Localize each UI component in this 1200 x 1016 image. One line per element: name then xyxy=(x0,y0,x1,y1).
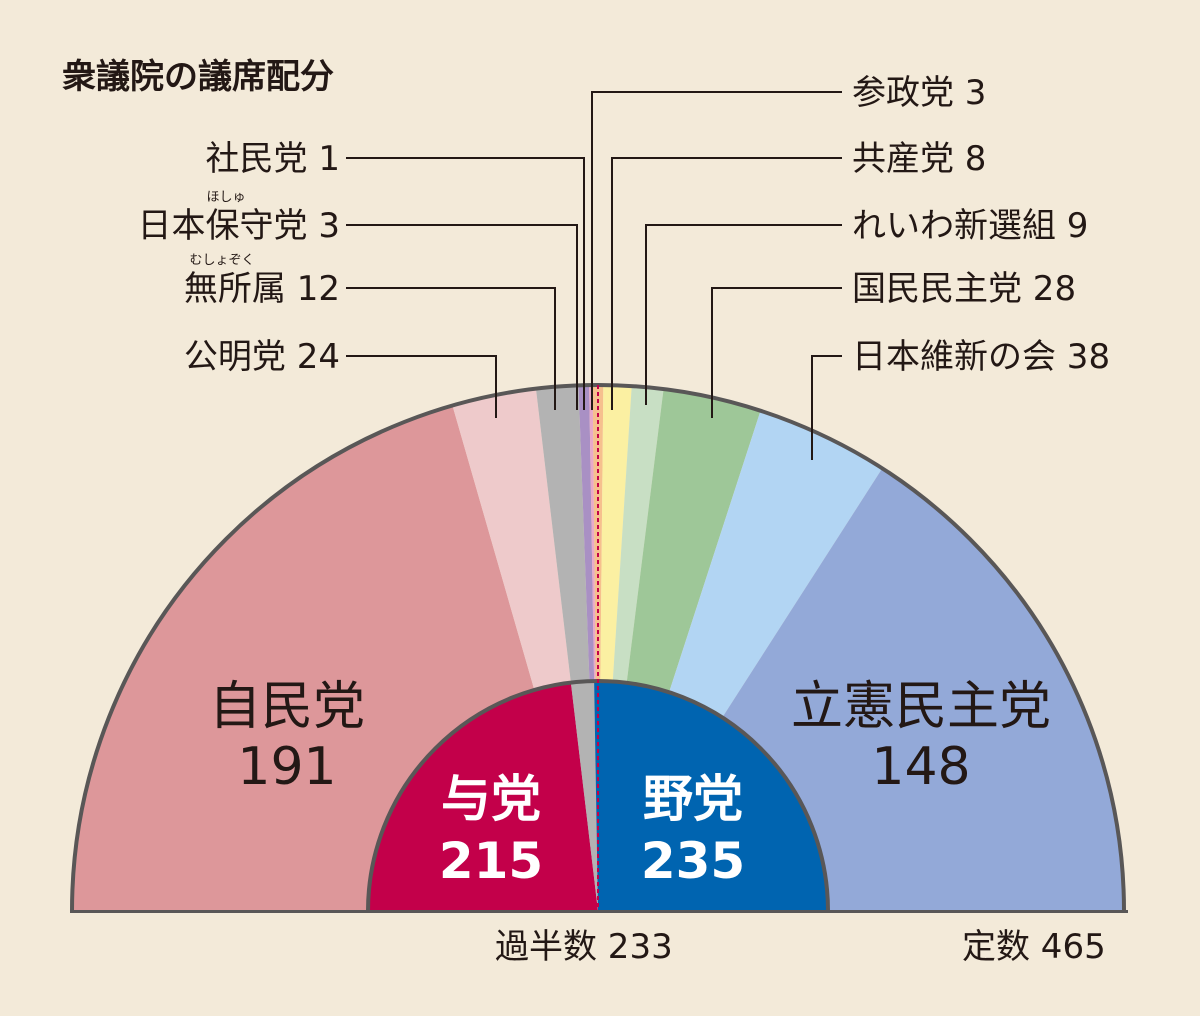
leader-line-5 xyxy=(591,91,842,410)
party-label-1: 公明党 24 xyxy=(184,337,340,377)
party-label-6: 共産党 8 xyxy=(852,139,986,179)
party-label-4: 社民党 1 xyxy=(206,139,340,179)
party-label-7: れいわ新選組 9 xyxy=(852,206,1088,246)
total-label: 定数 465 xyxy=(962,927,1106,967)
party-label-0: 自民党 xyxy=(209,677,365,737)
party-value-10: 148 xyxy=(871,737,970,797)
ruby-3: ほしゅ xyxy=(206,190,245,205)
ruby-2: むしょぞく xyxy=(189,253,254,268)
leader-line-7 xyxy=(645,224,842,405)
inner-semicircle xyxy=(366,679,830,912)
party-label-5: 参政党 3 xyxy=(852,73,986,113)
party-slice-5 xyxy=(592,385,604,912)
bloc-slice-0 xyxy=(368,682,598,911)
party-label-3: 日本保守党 3 xyxy=(138,206,340,246)
bloc-name-2: 野党 xyxy=(643,770,743,828)
leader-line-2 xyxy=(346,287,556,410)
bloc-slice-2 xyxy=(594,680,828,911)
leader-line-9 xyxy=(811,355,842,460)
party-label-2: 無所属 12 xyxy=(184,269,340,309)
leader-line-8 xyxy=(711,287,842,418)
party-label-9: 日本維新の会 38 xyxy=(852,337,1110,377)
leader-line-6 xyxy=(611,157,842,410)
leader-line-1 xyxy=(346,355,497,418)
party-label-10: 立憲民主党 xyxy=(791,677,1051,737)
bloc-value-2: 235 xyxy=(641,832,745,890)
majority-label: 過半数 233 xyxy=(495,927,673,967)
bloc-value-0: 215 xyxy=(439,832,543,890)
bloc-slice-1 xyxy=(570,681,598,911)
bloc-name-0: 与党 xyxy=(441,770,541,828)
leader-line-4 xyxy=(346,157,585,410)
chart-title: 衆議院の議席配分 xyxy=(62,57,334,97)
party-label-8: 国民民主党 28 xyxy=(852,269,1076,309)
leader-lines xyxy=(346,91,842,460)
party-value-0: 191 xyxy=(237,737,336,797)
leader-line-3 xyxy=(346,224,578,410)
